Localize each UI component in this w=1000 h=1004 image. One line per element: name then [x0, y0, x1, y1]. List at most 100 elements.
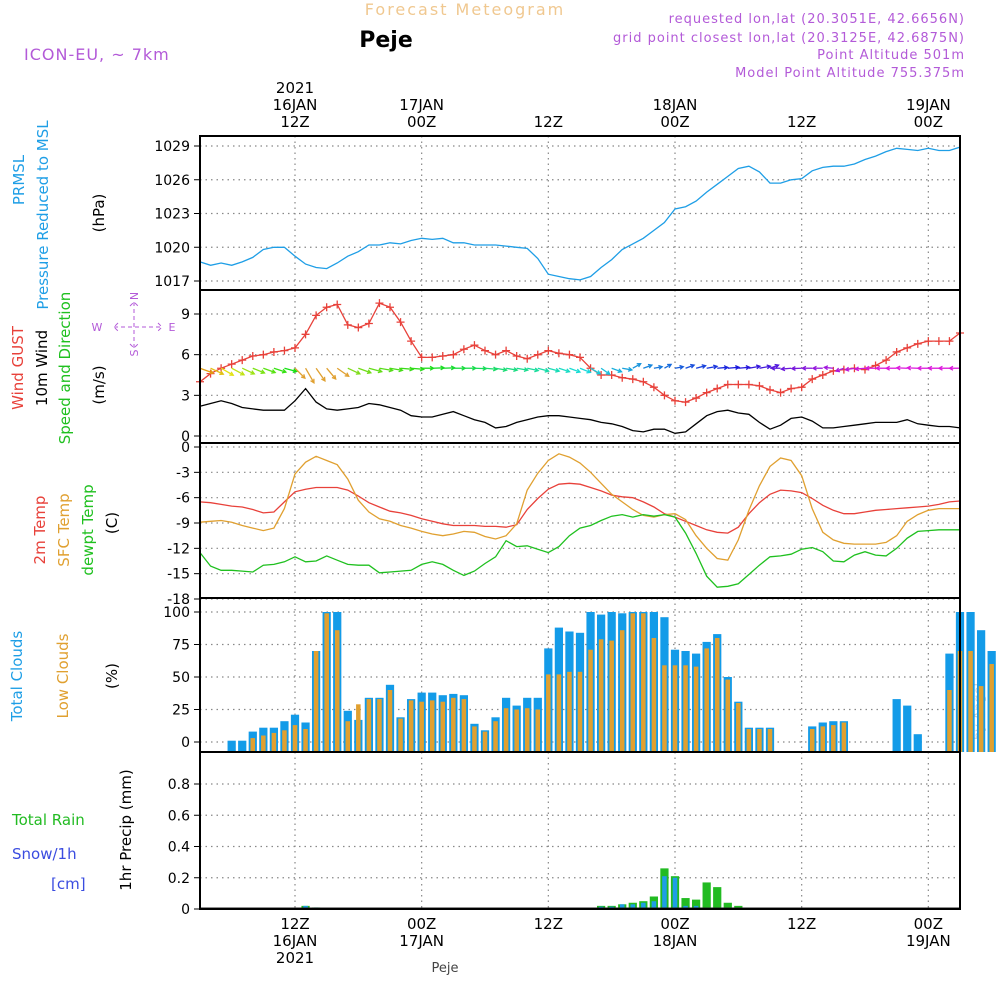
- bar-clouds-total: [903, 706, 911, 752]
- label-low-clouds: Low Clouds: [54, 633, 72, 718]
- bar-clouds-low: [324, 613, 329, 752]
- x-tick-label-bottom: 12Z: [787, 915, 816, 933]
- bar-clouds-low: [398, 719, 403, 752]
- x-tick-label-bottom: 17JAN: [399, 932, 444, 950]
- bar-clouds-low: [694, 667, 699, 752]
- gust-marker: [502, 347, 510, 355]
- bar-clouds-low: [462, 699, 467, 752]
- y-tick-label: 1026: [154, 173, 190, 189]
- x-tick-label-bottom: 2021: [276, 949, 314, 967]
- x-tick-label-top: 00Z: [407, 113, 436, 131]
- gust-marker: [924, 337, 932, 345]
- bar-clouds-total: [893, 699, 901, 752]
- series-line-wind-gust: [200, 303, 960, 402]
- bar-clouds-low: [251, 738, 256, 752]
- bar-clouds-total: [228, 741, 236, 752]
- gust-marker: [544, 347, 552, 355]
- y-tick-label: 0: [181, 735, 190, 751]
- gust-marker: [565, 351, 573, 359]
- bar-clouds-total: [238, 741, 246, 752]
- bar-clouds-low: [293, 725, 298, 752]
- bar-clouds-low: [451, 698, 456, 752]
- bar-clouds-low: [599, 639, 604, 752]
- gust-marker: [238, 356, 246, 364]
- bar-clouds-low: [335, 630, 340, 752]
- bar-clouds-low: [557, 674, 562, 752]
- x-tick-label-bottom: 12Z: [280, 915, 309, 933]
- gust-marker: [439, 352, 447, 360]
- bar-clouds-low: [377, 699, 382, 752]
- bar-precip-snow: [662, 876, 667, 909]
- x-tick-label-bottom: 00Z: [660, 915, 689, 933]
- bar-clouds-low: [388, 690, 393, 752]
- y-tick-label: 1029: [154, 139, 190, 155]
- y-tick-label: 0.8: [168, 777, 190, 793]
- y-tick-label: 0.6: [168, 808, 190, 824]
- y-tick-label: 3: [181, 388, 190, 404]
- compass-rose-icon: [114, 302, 162, 348]
- bar-clouds-low: [272, 733, 277, 752]
- y-tick-label: -12: [167, 541, 190, 557]
- gust-marker: [787, 385, 795, 393]
- grid-point: grid point closest lon,lat (20.3125E, 42…: [613, 31, 965, 46]
- wind-arrow: [327, 368, 336, 379]
- y-tick-label: 75: [172, 638, 190, 654]
- bar-precip-total: [713, 887, 721, 909]
- gust-marker: [555, 349, 563, 357]
- compass-south: S: [128, 349, 141, 356]
- gust-marker: [354, 324, 362, 332]
- x-tick-label-bottom: 19JAN: [906, 932, 951, 950]
- bar-clouds-low: [493, 721, 498, 752]
- bar-clouds-low: [483, 732, 488, 752]
- bar-clouds-low: [472, 726, 477, 752]
- bar-clouds-low: [620, 630, 625, 752]
- series-line-temperature-2m: [200, 483, 960, 533]
- y-tick-label: 1020: [154, 240, 190, 256]
- x-tick-label-bottom: 18JAN: [653, 932, 698, 950]
- gust-marker: [713, 385, 721, 393]
- gust-marker: [333, 301, 341, 309]
- label-total-rain: Total Rain: [11, 811, 85, 829]
- point-altitude: Point Altitude 501m: [817, 48, 965, 63]
- label-speed-direction: Speed and Direction: [56, 292, 74, 445]
- bar-clouds-low: [821, 726, 826, 752]
- bar-clouds-low: [757, 729, 762, 752]
- y-tick-label: -9: [176, 516, 190, 532]
- label-snow-unit: [cm]: [51, 875, 86, 893]
- panel-frame-precip: [200, 752, 960, 909]
- gust-marker: [935, 337, 943, 345]
- y-tick-label: 25: [172, 703, 190, 719]
- location-title: Peje: [359, 28, 413, 53]
- x-tick-label-bottom: 16JAN: [273, 932, 318, 950]
- gust-marker: [766, 386, 774, 394]
- bar-clouds-low: [346, 721, 351, 752]
- gust-marker: [618, 374, 626, 382]
- gust-marker: [228, 360, 236, 368]
- gust-marker: [692, 394, 700, 402]
- bar-clouds-low: [430, 700, 435, 752]
- gust-marker: [671, 397, 679, 405]
- label-2m-temp: 2m Temp: [31, 496, 49, 565]
- gust-marker: [460, 345, 468, 353]
- bar-clouds-low: [831, 725, 836, 752]
- y-tick-label: 6: [181, 348, 190, 364]
- gust-marker: [755, 382, 763, 390]
- bar-clouds-low: [356, 704, 361, 752]
- gust-marker: [903, 344, 911, 352]
- label-hpa: (hPa): [90, 194, 108, 233]
- bar-precip-total: [703, 882, 711, 909]
- gust-marker: [280, 347, 288, 355]
- bar-clouds-low: [314, 651, 319, 752]
- compass-east: E: [169, 321, 176, 334]
- wind-arrow: [295, 368, 305, 378]
- gust-marker: [470, 341, 478, 349]
- y-tick-label: -15: [167, 567, 190, 583]
- bar-clouds-low: [536, 710, 541, 753]
- gust-marker: [428, 353, 436, 361]
- bar-clouds-low: [261, 736, 266, 753]
- label-sfc-temp: SFC Temp: [55, 493, 73, 566]
- label-precip: 1hr Precip (mm): [117, 769, 135, 890]
- bar-clouds-low: [842, 723, 847, 753]
